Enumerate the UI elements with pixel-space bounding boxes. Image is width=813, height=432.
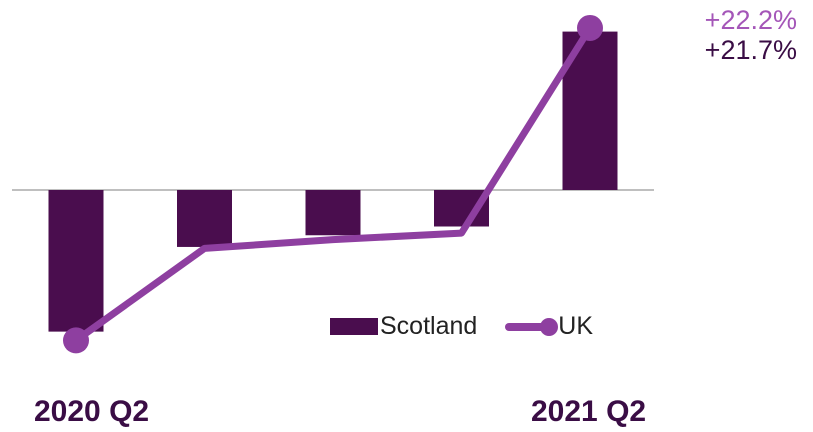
line-uk	[72, 24, 594, 344]
legend-item-uk: UK	[477, 312, 593, 341]
bar-scotland-1	[177, 190, 232, 247]
point-uk-4	[577, 14, 603, 41]
legend: Scotland UK	[330, 312, 593, 341]
legend-item-scotland: Scotland	[330, 312, 477, 341]
uk-final-value-label: +22.2%	[704, 5, 797, 35]
legend-label-scotland: Scotland	[380, 312, 478, 340]
point-uk-0	[63, 327, 89, 354]
legend-swatch-uk	[505, 317, 559, 336]
x-tick-label-last: 2021 Q2	[531, 395, 647, 428]
x-tick-label-first: 2020 Q2	[34, 395, 150, 428]
bar-scotland-0	[48, 190, 104, 332]
bar-scotland-2	[305, 190, 361, 236]
legend-swatch-scotland	[330, 318, 378, 335]
legend-label-uk: UK	[558, 312, 594, 340]
scotland-final-value-label: +21.7%	[704, 35, 797, 65]
